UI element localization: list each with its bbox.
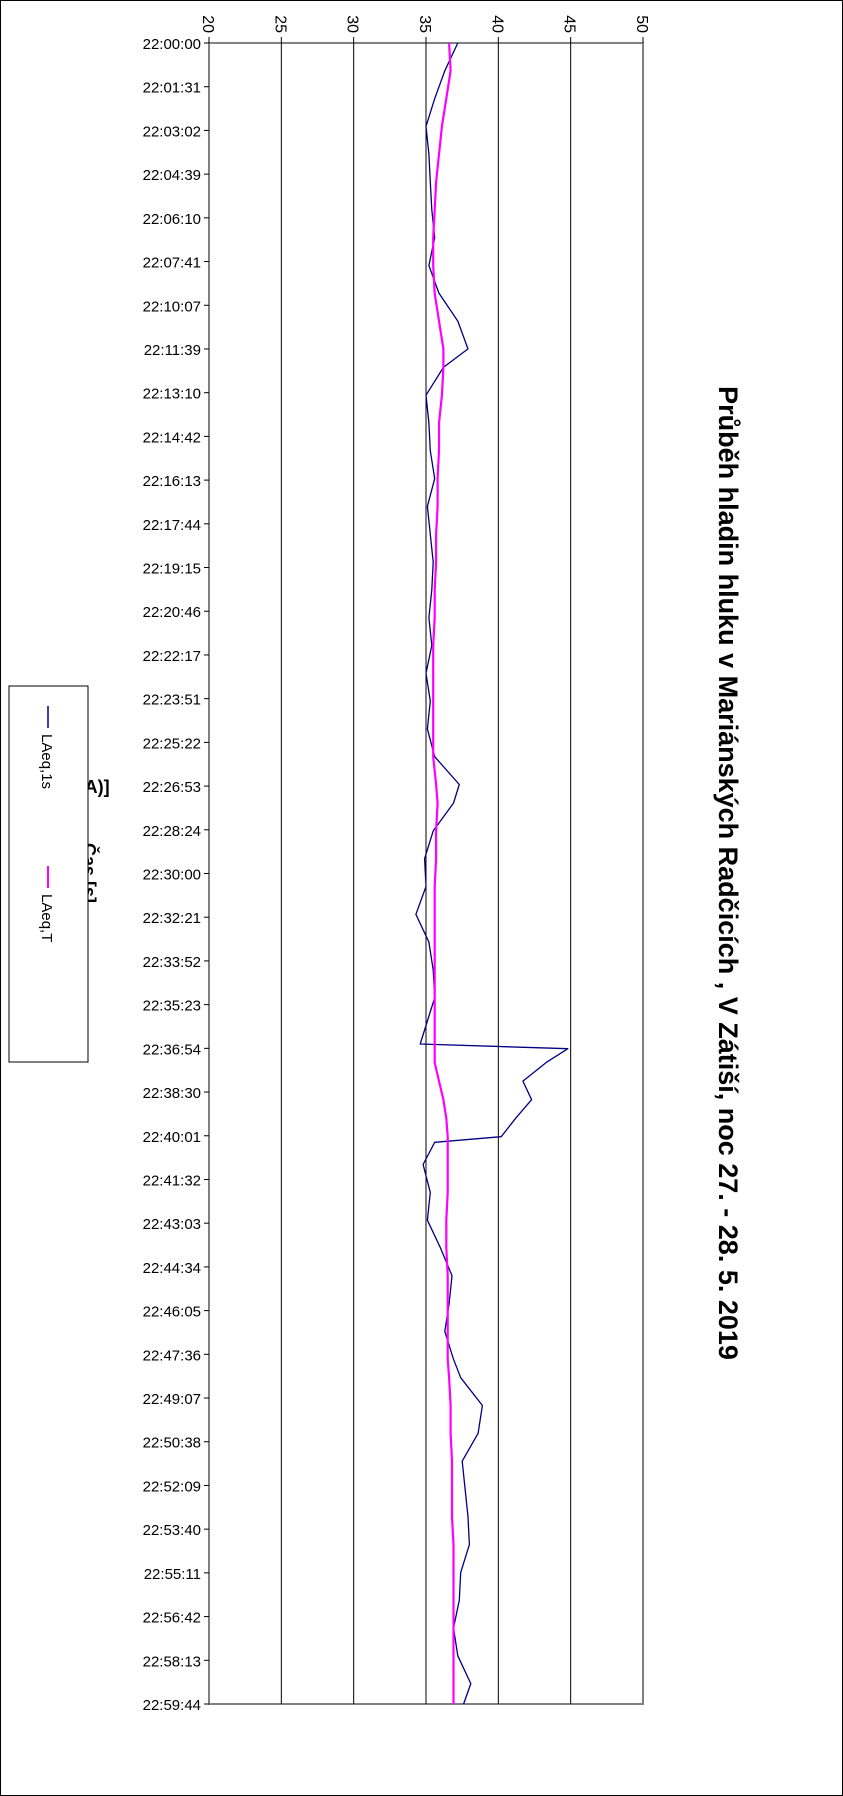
gridlines <box>280 43 572 1704</box>
y-tick-label: 45 <box>561 15 578 33</box>
series-layer <box>415 42 569 1705</box>
series-line-laeq-t <box>432 42 455 1704</box>
x-tick-label: 22:01:31 <box>143 80 201 97</box>
legend-label-laeq-1s: LAeq,1s <box>38 734 55 789</box>
rotated-chart-group: 20 25 30 35 40 45 50 22:00:0022:01:3122:03:022… <box>8 15 743 1714</box>
y-axis-ticks: 20 25 30 35 40 45 50 <box>199 15 650 43</box>
x-tick-label: 22:10:07 <box>143 298 201 315</box>
x-tick-label: 22:40:01 <box>143 1129 201 1146</box>
y-tick-label: 35 <box>416 15 433 33</box>
x-tick-label: 22:25:22 <box>143 735 201 752</box>
x-tick-label: 22:30:00 <box>143 867 201 884</box>
chart-title: Průběh hladin hluku v Mariánských Radčic… <box>713 386 743 1360</box>
x-tick-label: 22:38:30 <box>143 1085 201 1102</box>
x-tick-label: 22:19:15 <box>143 561 201 578</box>
x-tick-label: 22:50:38 <box>143 1435 201 1452</box>
x-tick-label: 22:22:17 <box>143 648 201 665</box>
x-tick-label: 22:32:21 <box>143 910 201 927</box>
y-tick-label: 20 <box>199 15 216 33</box>
x-tick-label: 22:43:03 <box>143 1216 201 1233</box>
x-tick-label: 22:04:39 <box>143 167 201 184</box>
x-tick-label: 22:14:42 <box>143 429 201 446</box>
y-tick-label: 50 <box>633 15 650 33</box>
y-tick-label: 25 <box>271 15 288 33</box>
x-tick-label: 22:53:40 <box>143 1522 201 1539</box>
x-tick-label: 22:59:44 <box>143 1697 201 1714</box>
x-tick-label: 22:00:00 <box>143 36 201 53</box>
x-tick-label: 22:47:36 <box>143 1347 201 1364</box>
x-tick-label: 22:56:42 <box>143 1610 201 1627</box>
x-tick-label: 22:17:44 <box>143 517 201 534</box>
y-tick-label: 40 <box>488 15 505 33</box>
x-tick-label: 22:26:53 <box>143 779 201 796</box>
legend: LAeq,1s LAeq,T <box>8 685 89 1063</box>
x-tick-label: 22:03:02 <box>143 123 201 140</box>
x-tick-label: 22:16:13 <box>143 473 201 490</box>
x-tick-label: 22:35:23 <box>143 998 201 1015</box>
x-tick-label: 22:46:05 <box>143 1304 201 1321</box>
x-tick-label: 22:23:51 <box>143 692 201 709</box>
y-tick-label: 30 <box>344 15 361 33</box>
x-tick-label: 22:44:34 <box>143 1260 201 1277</box>
x-tick-label: 22:07:41 <box>143 255 201 272</box>
x-tick-label: 22:11:39 <box>144 342 201 359</box>
x-tick-label: 22:49:07 <box>143 1391 201 1408</box>
x-axis-ticks: 22:00:00 22:01:31 22:03:02 22:04:39 22:06:10… <box>143 36 209 1714</box>
x-tick-label: 22:28:24 <box>143 823 201 840</box>
x-tick-label: 22:33:52 <box>143 954 201 971</box>
x-tick-label: 22:52:09 <box>143 1478 201 1495</box>
legend-label-laeq-t: LAeq,T <box>38 894 55 942</box>
series-line-laeq-1s <box>415 42 569 1705</box>
x-tick-label: 22:13:10 <box>143 386 201 403</box>
x-tick-label: 22:36:54 <box>143 1041 201 1058</box>
x-tick-label: 22:58:13 <box>143 1653 201 1670</box>
x-tick-label: 22:41:32 <box>143 1172 201 1189</box>
x-tick-label: 22:20:46 <box>143 604 201 621</box>
x-tick-label: 22:06:10 <box>143 211 201 228</box>
x-tick-label: 22:55:11 <box>144 1566 201 1583</box>
